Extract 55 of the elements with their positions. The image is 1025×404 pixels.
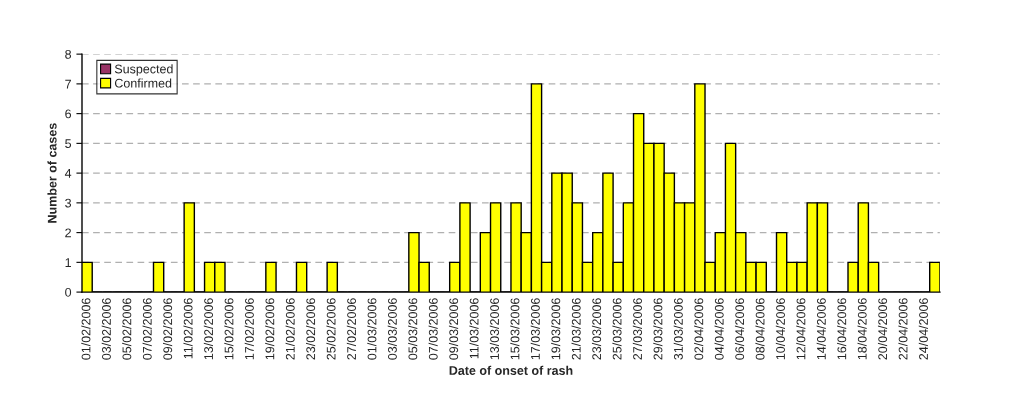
x-tick-label: 07/02/2006 bbox=[142, 298, 152, 360]
x-tick-label: 13/03/2006 bbox=[489, 298, 499, 360]
x-tick-label: 15/03/2006 bbox=[510, 298, 520, 360]
y-tick-label: 0 bbox=[65, 287, 72, 297]
x-tick-label: 09/03/2006 bbox=[448, 298, 459, 360]
x-tick-label: 22/04/2006 bbox=[898, 298, 908, 360]
x-tick-label: 05/03/2006 bbox=[408, 298, 418, 360]
x-tick-label: 23/02/2006 bbox=[305, 298, 316, 360]
x-tick-label: 20/04/2006 bbox=[877, 298, 888, 360]
x-tick-label: 11/03/2006 bbox=[469, 298, 479, 359]
x-tick-label: 21/02/2006 bbox=[285, 298, 295, 360]
x-tick-label: 24/04/2006 bbox=[918, 298, 928, 360]
legend-label: Suspected bbox=[114, 64, 173, 76]
x-tick-label: 13/02/2006 bbox=[203, 298, 214, 360]
y-axis-title: Number of cases bbox=[47, 123, 57, 223]
x-tick-label: 11/02/2006 bbox=[183, 298, 193, 359]
x-tick-label: 21/03/2006 bbox=[571, 298, 581, 360]
y-tick-label: 7 bbox=[65, 79, 71, 89]
x-tick-label: 19/03/2006 bbox=[551, 298, 561, 360]
x-tick-label: 03/03/2006 bbox=[387, 298, 397, 360]
y-tick-label: 3 bbox=[65, 198, 72, 208]
x-tick-label: 25/03/2006 bbox=[612, 298, 622, 360]
x-tick-label: 09/02/2006 bbox=[162, 298, 173, 360]
x-tick-label: 07/03/2006 bbox=[428, 298, 438, 360]
x-tick-label: 17/02/2006 bbox=[244, 298, 254, 360]
x-tick-label: 10/04/2006 bbox=[775, 298, 785, 360]
x-tick-label: 04/04/2006 bbox=[714, 298, 724, 360]
y-tick-label: 5 bbox=[65, 139, 72, 149]
x-tick-label: 02/04/2006 bbox=[694, 298, 704, 360]
x-tick-label: 18/04/2006 bbox=[857, 298, 867, 360]
x-tick-label: 23/03/2006 bbox=[591, 298, 602, 360]
x-tick-label: 16/04/2006 bbox=[837, 298, 847, 360]
x-tick-label: 01/02/2006 bbox=[81, 298, 91, 360]
x-tick-label: 06/04/2006 bbox=[734, 298, 745, 360]
x-tick-label: 08/04/2006 bbox=[755, 298, 765, 360]
x-tick-label: 05/02/2006 bbox=[122, 298, 132, 360]
x-tick-label: 25/02/2006 bbox=[326, 298, 336, 360]
x-tick-label: 27/03/2006 bbox=[632, 298, 642, 360]
x-axis-title: Date of onset of rash bbox=[449, 365, 573, 375]
x-tick-label: 03/02/2006 bbox=[101, 298, 111, 360]
x-tick-label: 31/03/2006 bbox=[673, 298, 683, 360]
x-tick-label: 29/03/2006 bbox=[653, 298, 663, 360]
x-tick-label: 15/02/2006 bbox=[224, 298, 234, 360]
y-tick-label: 6 bbox=[65, 109, 72, 119]
x-tick-label: 12/04/2006 bbox=[796, 298, 806, 360]
legend-label: Confirmed bbox=[114, 78, 172, 88]
y-tick-label: 8 bbox=[65, 49, 72, 59]
y-tick-label: 2 bbox=[65, 228, 71, 238]
x-tick-label: 14/04/2006 bbox=[816, 298, 826, 360]
y-tick-label: 4 bbox=[64, 169, 72, 178]
y-tick-label: 1 bbox=[65, 258, 71, 267]
x-tick-label: 27/02/2006 bbox=[346, 298, 357, 360]
x-tick-label: 17/03/2006 bbox=[530, 298, 540, 360]
x-tick-label: 01/03/2006 bbox=[367, 298, 377, 360]
x-tick-label: 19/02/2006 bbox=[265, 298, 275, 360]
